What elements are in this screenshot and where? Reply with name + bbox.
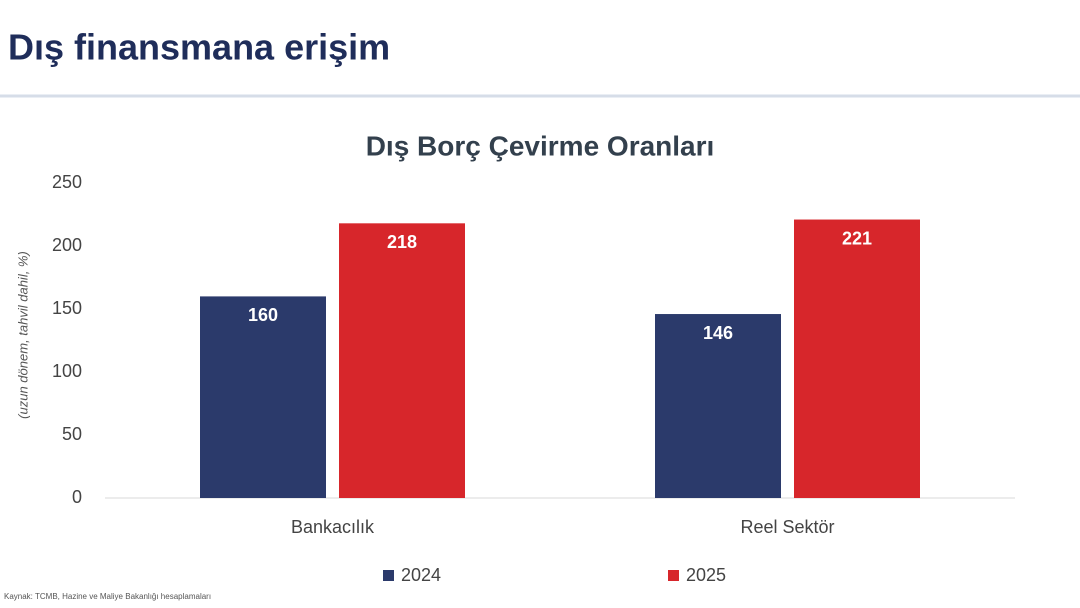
y-tick-label: 0 bbox=[72, 487, 82, 507]
bar bbox=[655, 314, 781, 498]
bar bbox=[794, 219, 920, 499]
data-label: 160 bbox=[248, 305, 278, 325]
data-label: 146 bbox=[703, 323, 733, 343]
data-label: 218 bbox=[387, 232, 417, 252]
data-label: 221 bbox=[842, 228, 872, 248]
y-tick-label: 150 bbox=[52, 298, 82, 318]
y-tick-label: 50 bbox=[62, 424, 82, 444]
bar bbox=[200, 296, 326, 498]
x-tick-label: Bankacılık bbox=[291, 517, 375, 537]
y-tick-label: 200 bbox=[52, 235, 82, 255]
legend-label: 2025 bbox=[686, 565, 726, 585]
legend-swatch bbox=[668, 570, 679, 581]
y-axis-title: (uzun dönem, tahvil dahil, %) bbox=[15, 251, 30, 419]
x-tick-label: Reel Sektör bbox=[740, 517, 834, 537]
y-tick-label: 100 bbox=[52, 361, 82, 381]
slide-title: Dış finansmana erişim bbox=[8, 27, 390, 68]
legend-swatch bbox=[383, 570, 394, 581]
bar bbox=[339, 223, 465, 498]
y-tick-label: 250 bbox=[52, 172, 82, 192]
source-note: Kaynak: TCMB, Hazine ve Maliye Bakanlığı… bbox=[4, 592, 211, 601]
header-bg bbox=[0, 0, 1080, 96]
legend-label: 2024 bbox=[401, 565, 441, 585]
chart-title: Dış Borç Çevirme Oranları bbox=[366, 130, 715, 161]
